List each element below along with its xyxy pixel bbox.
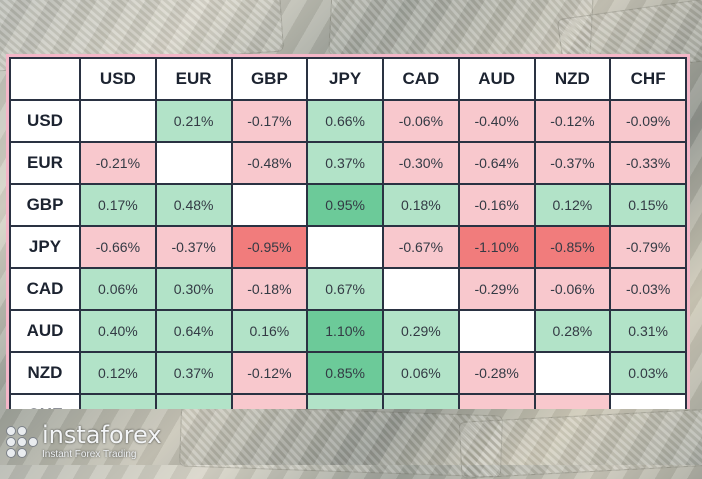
rate-change-cell: -0.09% bbox=[609, 99, 687, 143]
rate-change-cell: 0.95% bbox=[306, 183, 384, 227]
self-pair-cell bbox=[533, 351, 612, 395]
row-header-jpy: JPY bbox=[9, 225, 81, 269]
self-pair-cell bbox=[609, 393, 687, 409]
rate-change-cell: 0.06% bbox=[79, 267, 157, 311]
self-pair-cell bbox=[382, 267, 460, 311]
column-header-nzd: NZD bbox=[533, 57, 612, 101]
self-pair-cell bbox=[457, 309, 536, 353]
rate-change-cell: -1.10% bbox=[457, 225, 536, 269]
rate-change-cell: -0.33% bbox=[609, 141, 687, 185]
column-header-gbp: GBP bbox=[230, 57, 309, 101]
table-row: NZD 0.12% 0.37% -0.12% 0.85% 0.06% -0.28% 0.03% bbox=[9, 351, 687, 395]
rate-change-cell: 0.64% bbox=[154, 309, 233, 353]
row-header-aud: AUD bbox=[9, 309, 81, 353]
rate-change-cell: -0.03% bbox=[609, 267, 687, 311]
rate-change-cell: 0.16% bbox=[230, 309, 309, 353]
column-header-cad: CAD bbox=[382, 57, 460, 101]
rate-change-cell: -0.29% bbox=[457, 267, 536, 311]
rate-change-cell: -0.16% bbox=[457, 183, 536, 227]
instaforex-logo: instaforex Instant Forex Trading bbox=[6, 420, 162, 462]
rate-change-cell: 0.12% bbox=[533, 183, 612, 227]
rate-change-cell: 0.37% bbox=[306, 141, 384, 185]
rate-change-cell: 0.30% bbox=[154, 267, 233, 311]
rate-change-cell: -0.12% bbox=[533, 99, 612, 143]
row-header-usd: USD bbox=[9, 99, 81, 143]
self-pair-cell bbox=[154, 141, 233, 185]
rate-change-cell: -0.37% bbox=[533, 141, 612, 185]
rate-change-cell: 0.79% bbox=[306, 393, 384, 409]
corner-cell bbox=[9, 57, 81, 101]
self-pair-cell bbox=[79, 99, 157, 143]
rate-change-cell: 0.06% bbox=[382, 351, 460, 395]
rate-change-cell: 0.48% bbox=[154, 183, 233, 227]
rate-change-cell: -0.64% bbox=[457, 141, 536, 185]
rate-change-cell: -0.79% bbox=[609, 225, 687, 269]
column-header-usd: USD bbox=[79, 57, 157, 101]
rate-change-cell: -0.15% bbox=[230, 393, 309, 409]
row-header-chf: CHF bbox=[9, 393, 81, 409]
rate-change-cell: -0.28% bbox=[457, 351, 536, 395]
rate-change-cell: -0.48% bbox=[230, 141, 309, 185]
column-header-eur: EUR bbox=[154, 57, 233, 101]
rate-change-cell: -0.66% bbox=[79, 225, 157, 269]
logo-dots-icon bbox=[6, 426, 38, 458]
rate-change-cell: 0.85% bbox=[306, 351, 384, 395]
table-row: CHF0.09%0.33%-0.15%0.79%0.03%-0.31%-0.03… bbox=[9, 393, 687, 409]
column-header-chf: CHF bbox=[609, 57, 687, 101]
currency-cross-rates-table: USD EUR GBP JPY CAD AUD NZD CHF USD 0.21% -0.17% 0… bbox=[9, 57, 687, 409]
rate-change-cell: 0.21% bbox=[154, 99, 233, 143]
table-row: EUR -0.21% -0.48% 0.37% -0.30% -0.64% -0.37% -0… bbox=[9, 141, 687, 185]
row-header-cad: CAD bbox=[9, 267, 81, 311]
header-row: USD EUR GBP JPY CAD AUD NZD CHF bbox=[9, 57, 687, 101]
rate-change-cell: -0.67% bbox=[382, 225, 460, 269]
rate-change-cell: -0.06% bbox=[382, 99, 460, 143]
rate-change-cell: -0.30% bbox=[382, 141, 460, 185]
column-header-jpy: JPY bbox=[306, 57, 384, 101]
table-row: JPY -0.66% -0.37% -0.95% -0.67% -1.10% -0.85% -… bbox=[9, 225, 687, 269]
self-pair-cell bbox=[306, 225, 384, 269]
table-row: CAD 0.06% 0.30% -0.18% 0.67% -0.29% -0.06% -0.0… bbox=[9, 267, 687, 311]
banknote-background bbox=[179, 404, 503, 478]
rate-change-cell: -0.31% bbox=[457, 393, 536, 409]
rate-change-cell: 1.10% bbox=[306, 309, 384, 353]
rate-change-cell: -0.06% bbox=[533, 267, 612, 311]
rate-change-cell: 0.03% bbox=[382, 393, 460, 409]
rate-change-cell: 0.17% bbox=[79, 183, 157, 227]
rate-change-cell: -0.37% bbox=[154, 225, 233, 269]
rate-change-cell: -0.95% bbox=[230, 225, 309, 269]
rate-change-cell: -0.18% bbox=[230, 267, 309, 311]
matrix-body: USD 0.21% -0.17% 0.66% -0.06% -0.40% -0.12% -0.… bbox=[9, 99, 687, 409]
rate-change-cell: 0.66% bbox=[306, 99, 384, 143]
rate-change-cell: -0.40% bbox=[457, 99, 536, 143]
table-row: AUD 0.40% 0.64% 0.16% 1.10% 0.29% 0.28% 0.31% bbox=[9, 309, 687, 353]
rate-change-cell: 0.28% bbox=[533, 309, 612, 353]
table-row: GBP 0.17% 0.48% 0.95% 0.18% -0.16% 0.12% 0.15% bbox=[9, 183, 687, 227]
rate-change-cell: 0.33% bbox=[154, 393, 233, 409]
rate-change-cell: 0.03% bbox=[609, 351, 687, 395]
table-row: USD 0.21% -0.17% 0.66% -0.06% -0.40% -0.12% -0.… bbox=[9, 99, 687, 143]
logo-tagline: Instant Forex Trading bbox=[42, 448, 137, 460]
logo-brand: instaforex bbox=[42, 420, 162, 449]
rate-change-cell: 0.40% bbox=[79, 309, 157, 353]
rate-change-cell: 0.67% bbox=[306, 267, 384, 311]
rate-change-cell: 0.09% bbox=[79, 393, 157, 409]
column-header-aud: AUD bbox=[457, 57, 536, 101]
row-header-gbp: GBP bbox=[9, 183, 81, 227]
rate-change-cell: -0.12% bbox=[230, 351, 309, 395]
rate-change-cell: -0.03% bbox=[533, 393, 612, 409]
self-pair-cell bbox=[230, 183, 309, 227]
rate-change-cell: 0.37% bbox=[154, 351, 233, 395]
rate-change-cell: -0.85% bbox=[533, 225, 612, 269]
row-header-nzd: NZD bbox=[9, 351, 81, 395]
rate-change-cell: 0.31% bbox=[609, 309, 687, 353]
rate-change-cell: 0.18% bbox=[382, 183, 460, 227]
cross-rates-panel: USD EUR GBP JPY CAD AUD NZD CHF USD 0.21% -0.17% 0… bbox=[6, 54, 690, 409]
rate-change-cell: 0.15% bbox=[609, 183, 687, 227]
row-header-eur: EUR bbox=[9, 141, 81, 185]
rate-change-cell: -0.21% bbox=[79, 141, 157, 185]
rate-change-cell: 0.12% bbox=[79, 351, 157, 395]
rate-change-cell: -0.17% bbox=[230, 99, 309, 143]
rate-change-cell: 0.29% bbox=[382, 309, 460, 353]
